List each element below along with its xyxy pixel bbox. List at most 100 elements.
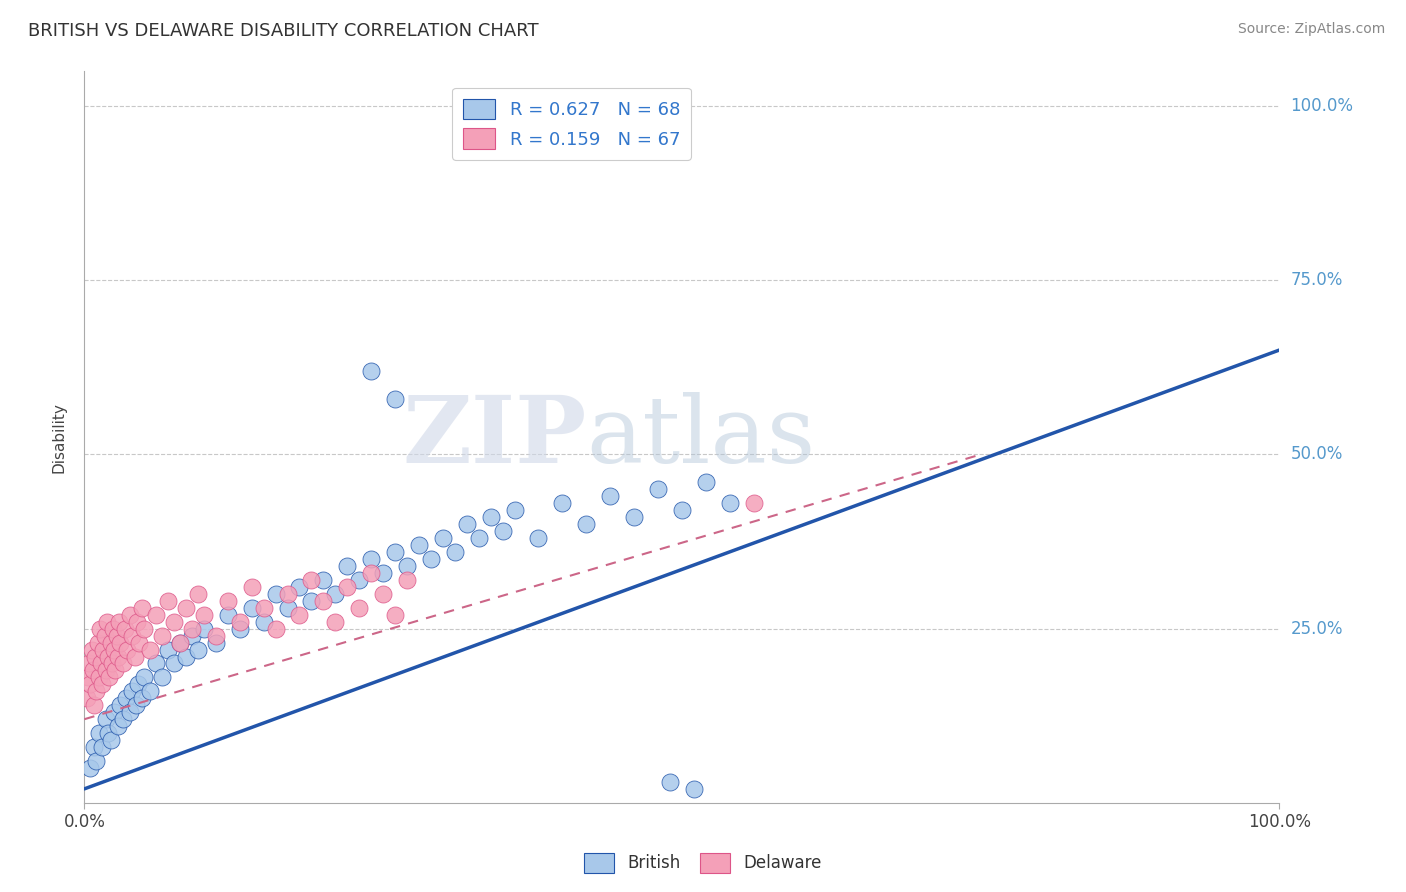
British	[86, 754, 108, 768]
British	[349, 573, 371, 587]
British	[336, 558, 359, 573]
British	[97, 726, 120, 740]
British	[125, 698, 148, 713]
British	[163, 657, 186, 671]
Delaware	[117, 642, 139, 657]
Delaware	[336, 580, 359, 594]
British	[468, 531, 491, 545]
Delaware	[264, 622, 287, 636]
Delaware	[86, 635, 108, 649]
British	[492, 524, 515, 538]
British	[157, 642, 180, 657]
Delaware	[145, 607, 167, 622]
British	[599, 489, 621, 503]
Delaware	[100, 635, 122, 649]
British	[527, 531, 550, 545]
Delaware	[114, 622, 136, 636]
British	[193, 622, 215, 636]
Delaware	[82, 664, 104, 678]
Delaware	[103, 642, 125, 657]
Delaware	[125, 615, 148, 629]
British	[408, 538, 430, 552]
Delaware	[104, 664, 127, 678]
Legend: British, Delaware: British, Delaware	[578, 847, 828, 880]
British	[444, 545, 467, 559]
British	[671, 503, 693, 517]
British	[456, 517, 478, 532]
British	[118, 705, 141, 719]
Delaware	[97, 649, 120, 664]
British	[325, 587, 347, 601]
Delaware	[217, 594, 239, 608]
British	[79, 761, 101, 775]
Y-axis label: Disability: Disability	[51, 401, 66, 473]
British	[264, 587, 287, 601]
Text: 75.0%: 75.0%	[1291, 271, 1343, 289]
British	[360, 364, 382, 378]
Delaware	[94, 664, 117, 678]
Delaware	[83, 698, 105, 713]
Delaware	[89, 622, 111, 636]
Delaware	[93, 642, 115, 657]
Delaware	[150, 629, 173, 643]
Delaware	[107, 649, 129, 664]
Delaware	[301, 573, 323, 587]
Delaware	[128, 635, 150, 649]
Delaware	[229, 615, 252, 629]
Delaware	[101, 622, 124, 636]
Delaware	[90, 657, 112, 671]
British	[301, 594, 323, 608]
Delaware	[96, 615, 118, 629]
British	[373, 566, 395, 580]
British	[115, 691, 138, 706]
British	[110, 698, 132, 713]
Delaware	[80, 642, 103, 657]
British	[107, 719, 129, 733]
British	[384, 392, 406, 406]
Text: 25.0%: 25.0%	[1291, 620, 1343, 638]
British	[396, 558, 419, 573]
Text: 50.0%: 50.0%	[1291, 445, 1343, 464]
Text: atlas: atlas	[586, 392, 815, 482]
British	[139, 684, 162, 698]
Delaware	[101, 657, 124, 671]
Delaware	[110, 635, 132, 649]
British	[94, 712, 117, 726]
British	[103, 705, 125, 719]
British	[384, 545, 406, 559]
British	[432, 531, 454, 545]
Text: BRITISH VS DELAWARE DISABILITY CORRELATION CHART: BRITISH VS DELAWARE DISABILITY CORRELATI…	[28, 22, 538, 40]
British	[229, 622, 252, 636]
British	[217, 607, 239, 622]
Text: ZIP: ZIP	[402, 392, 586, 482]
British	[127, 677, 149, 691]
Delaware	[124, 649, 146, 664]
Delaware	[163, 615, 186, 629]
British	[83, 740, 105, 755]
Delaware	[349, 600, 371, 615]
Text: Source: ZipAtlas.com: Source: ZipAtlas.com	[1237, 22, 1385, 37]
British	[187, 642, 209, 657]
Delaware	[93, 629, 115, 643]
British	[551, 496, 574, 510]
British	[695, 475, 717, 490]
Delaware	[131, 600, 153, 615]
British	[91, 740, 114, 755]
Delaware	[742, 496, 765, 510]
Delaware	[187, 587, 209, 601]
Delaware	[77, 670, 100, 684]
Delaware	[312, 594, 335, 608]
British	[277, 600, 299, 615]
British	[174, 649, 197, 664]
British	[121, 684, 143, 698]
Delaware	[277, 587, 299, 601]
Delaware	[91, 677, 114, 691]
Delaware	[288, 607, 311, 622]
British	[479, 510, 502, 524]
Legend: R = 0.627   N = 68, R = 0.159   N = 67: R = 0.627 N = 68, R = 0.159 N = 67	[451, 87, 690, 160]
Delaware	[105, 629, 128, 643]
Delaware	[205, 629, 228, 643]
Delaware	[396, 573, 419, 587]
British	[100, 733, 122, 747]
British	[111, 712, 134, 726]
